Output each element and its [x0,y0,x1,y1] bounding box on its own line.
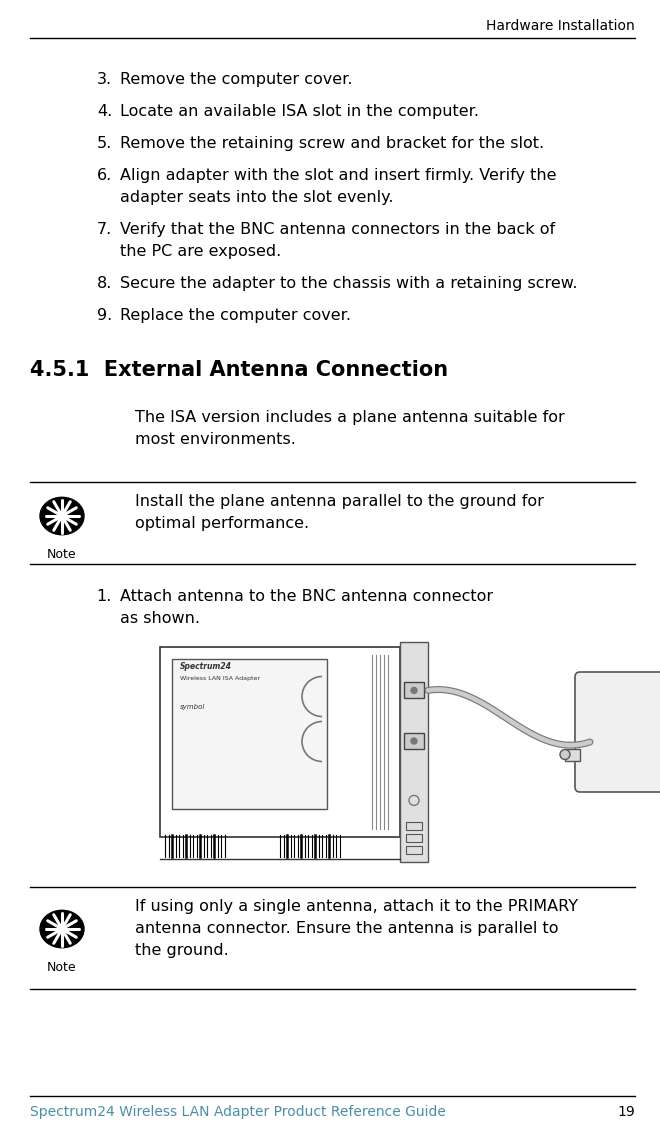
Text: symbol: symbol [180,704,205,711]
Bar [406,822,422,830]
Bar [400,642,428,863]
Bar [406,834,422,842]
Text: 1.: 1. [96,589,112,604]
Text: The ISA version includes a plane antenna suitable for
most environments.: The ISA version includes a plane antenna… [135,410,565,447]
Text: Spectrum24: Spectrum24 [180,662,232,671]
Text: If using only a single antenna, attach it to the PRIMARY
antenna connector. Ensu: If using only a single antenna, attach i… [135,899,578,958]
Bar [404,682,424,698]
Text: 9.: 9. [97,309,112,323]
Text: 3.: 3. [97,72,112,87]
Text: Note: Note [47,548,77,561]
Bar [565,749,580,760]
Text: Verify that the BNC antenna connectors in the back of
the PC are exposed.: Verify that the BNC antenna connectors i… [120,222,555,259]
Text: Spectrum24 Wireless LAN Adapter Product Reference Guide: Spectrum24 Wireless LAN Adapter Product … [30,1105,446,1119]
FancyBboxPatch shape [575,672,660,792]
Text: Align adapter with the slot and insert firmly. Verify the
adapter seats into the: Align adapter with the slot and insert f… [120,168,556,205]
Text: Attach antenna to the BNC antenna connector
as shown.: Attach antenna to the BNC antenna connec… [120,589,493,626]
Text: 8.: 8. [96,276,112,291]
Bar [404,733,424,749]
Text: Secure the adapter to the chassis with a retaining screw.: Secure the adapter to the chassis with a… [120,276,578,291]
Circle shape [560,750,570,760]
Text: Hardware Installation: Hardware Installation [486,19,635,33]
Text: Remove the computer cover.: Remove the computer cover. [120,72,352,87]
Text: Install the plane antenna parallel to the ground for
optimal performance.: Install the plane antenna parallel to th… [135,494,544,531]
Text: Replace the computer cover.: Replace the computer cover. [120,309,351,323]
Ellipse shape [40,910,84,948]
Text: Locate an available ISA slot in the computer.: Locate an available ISA slot in the comp… [120,104,479,119]
Text: 4.: 4. [97,104,112,119]
Bar [172,659,327,808]
Text: Remove the retaining screw and bracket for the slot.: Remove the retaining screw and bracket f… [120,136,544,151]
Text: 5.: 5. [97,136,112,151]
Bar [406,847,422,855]
Text: 4.5.1  External Antenna Connection: 4.5.1 External Antenna Connection [30,360,448,379]
Text: Note: Note [47,960,77,974]
Text: 6.: 6. [97,168,112,184]
Text: Wireless LAN ISA Adapter: Wireless LAN ISA Adapter [180,676,260,681]
Bar [160,647,400,837]
Text: 7.: 7. [97,222,112,236]
Circle shape [411,738,417,744]
Ellipse shape [40,498,84,535]
Text: 19: 19 [617,1105,635,1119]
Circle shape [411,687,417,694]
